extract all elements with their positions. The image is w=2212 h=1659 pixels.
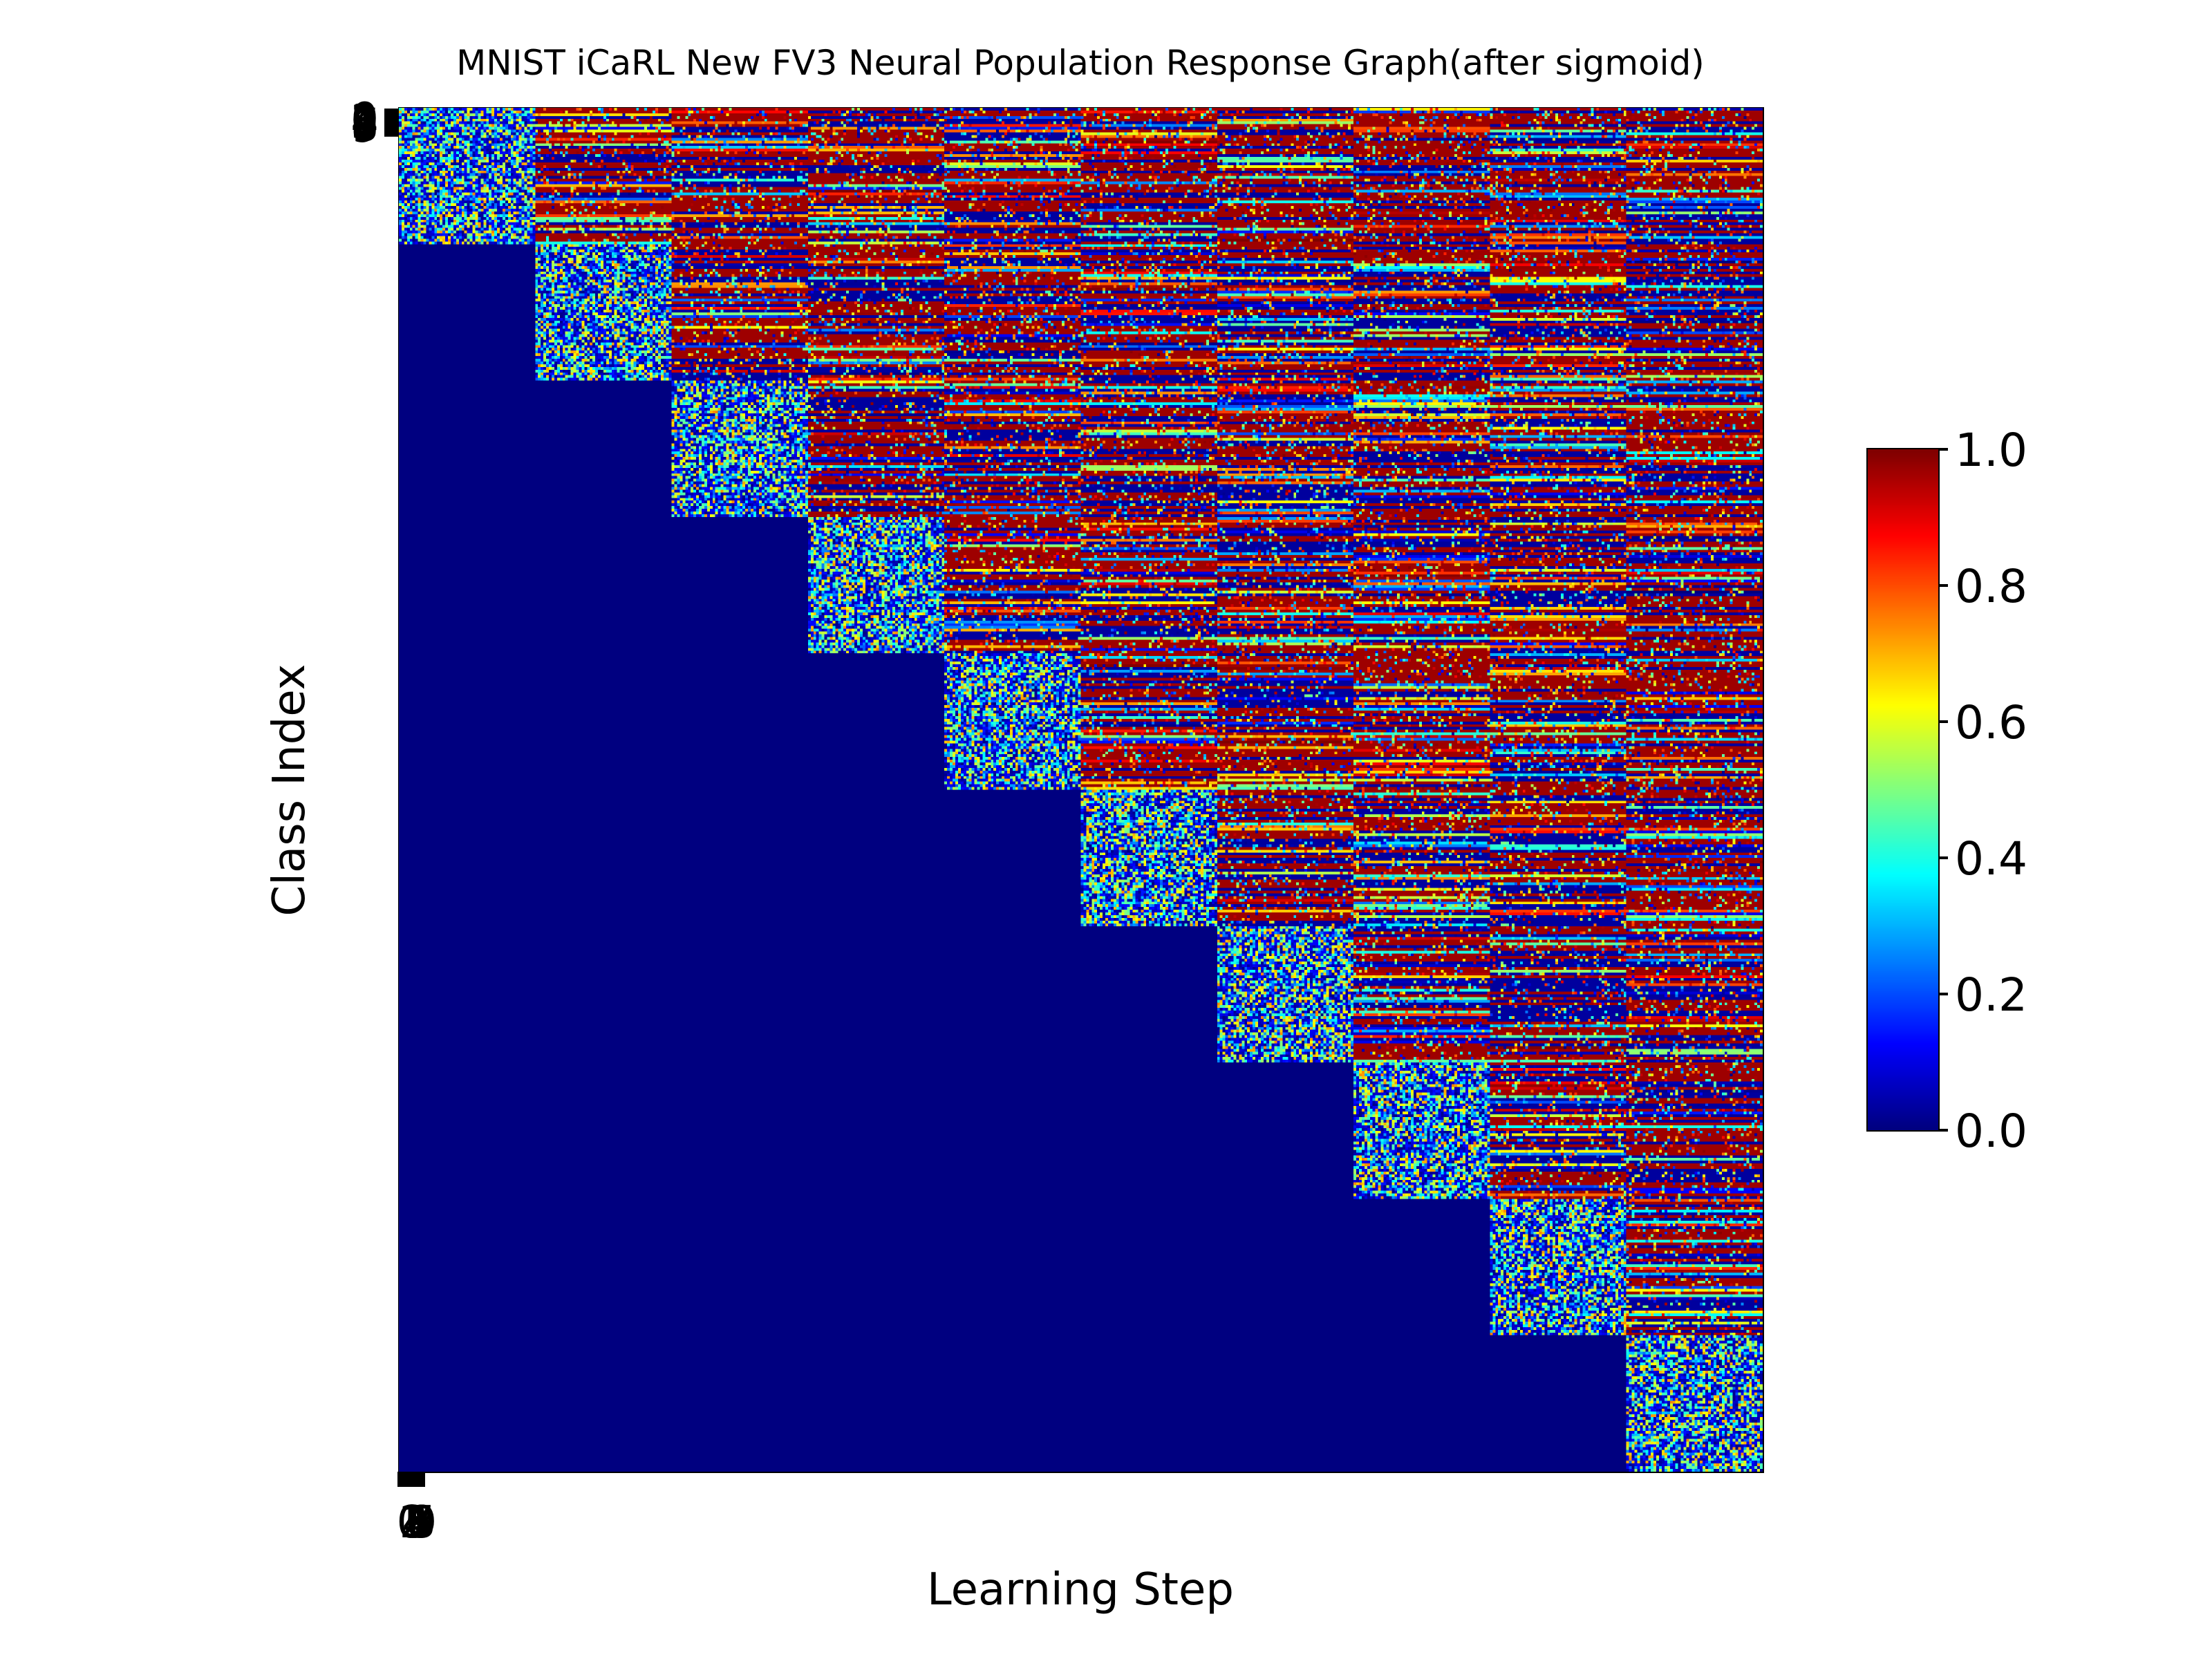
x-tick-label: 0 bbox=[397, 1497, 425, 1548]
y-tick-label: 8 bbox=[350, 101, 379, 152]
x-tick-label: 9 bbox=[409, 1497, 438, 1548]
x-tick-label: 5 bbox=[404, 1497, 432, 1548]
chart-title: MNIST iCaRL New FV3 Neural Population Re… bbox=[456, 43, 1705, 83]
x-tick-label: 6 bbox=[405, 1497, 433, 1548]
y-tick-label: 7 bbox=[350, 100, 379, 151]
x-axis-label: Learning Step bbox=[927, 1564, 1234, 1615]
colorbar bbox=[1868, 449, 1938, 1130]
x-tick-label: 3 bbox=[401, 1497, 429, 1548]
colorbar-tick-label: 0.6 bbox=[1955, 696, 2027, 749]
colorbar-tick-label: 0.0 bbox=[1955, 1105, 2027, 1158]
y-tick-label: 5 bbox=[350, 98, 379, 149]
x-tick-label: 4 bbox=[402, 1497, 431, 1548]
y-tick-label: 4 bbox=[350, 97, 379, 149]
y-tick-label: 6 bbox=[350, 99, 379, 150]
colorbar-tick-label: 1.0 bbox=[1955, 424, 2027, 477]
colorbar-ticks: 0.0 0.2 0.4 0.6 0.8 1.0 bbox=[1938, 424, 2027, 1158]
y-tick-label: 3 bbox=[350, 97, 379, 148]
x-tick-label: 2 bbox=[400, 1497, 428, 1548]
colorbar-tick-label: 0.2 bbox=[1955, 968, 2027, 1022]
y-axis-label: Class Index bbox=[264, 664, 315, 917]
colorbar-tick-label: 0.4 bbox=[1955, 832, 2027, 885]
x-tick-label: 8 bbox=[408, 1497, 436, 1548]
y-tick-label: 9 bbox=[350, 102, 379, 153]
heatmap bbox=[399, 108, 1763, 1472]
y-tick-label: 1 bbox=[350, 95, 379, 146]
y-tick-label: 0 bbox=[350, 94, 379, 145]
colorbar-tick-label: 0.8 bbox=[1955, 560, 2027, 613]
x-tick-label: 1 bbox=[398, 1497, 427, 1548]
x-tick-label: 7 bbox=[406, 1497, 435, 1548]
y-tick-label: 2 bbox=[350, 95, 379, 147]
